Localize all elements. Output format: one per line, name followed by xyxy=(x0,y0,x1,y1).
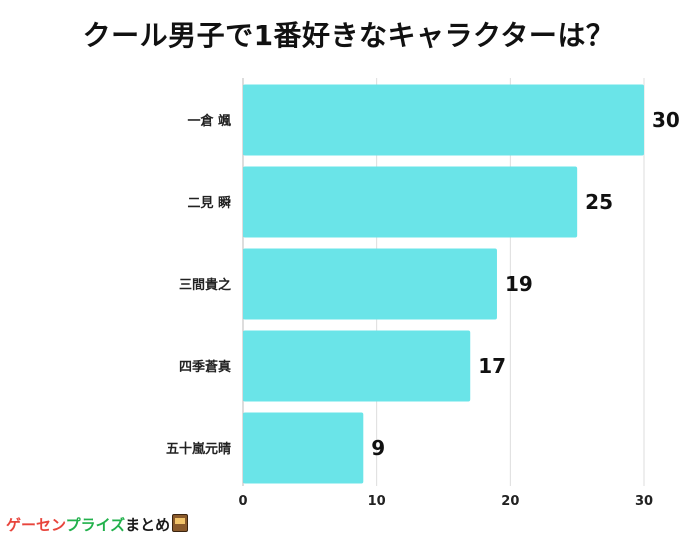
logo-text-part3: まとめ xyxy=(125,516,171,534)
x-tick-label: 0 xyxy=(238,494,247,509)
category-label: 四季蒼真 xyxy=(179,359,231,375)
x-tick-label: 20 xyxy=(501,494,519,509)
chart-title: クール男子で1番好きなキャラクターは？ xyxy=(82,19,615,52)
bar xyxy=(243,330,471,402)
site-logo: ゲーセンプライズまとめ xyxy=(6,514,189,535)
logo-text-part1: ゲーセン xyxy=(6,516,66,534)
bar xyxy=(243,412,364,484)
value-label: 9 xyxy=(371,436,385,460)
arcade-machine-icon xyxy=(172,514,189,532)
logo-text-part2: プライズ xyxy=(65,516,126,534)
category-label: 五十嵐元晴 xyxy=(166,441,231,457)
category-label: 三間貴之 xyxy=(179,277,231,293)
value-label: 30 xyxy=(652,108,680,132)
bar xyxy=(243,84,644,156)
bar xyxy=(243,166,578,238)
category-label: 一倉 颯 xyxy=(187,113,231,129)
x-tick-label: 10 xyxy=(368,494,386,509)
x-tick-label: 30 xyxy=(635,494,653,509)
value-label: 25 xyxy=(585,190,613,214)
value-label: 17 xyxy=(478,354,506,378)
value-label: 19 xyxy=(505,272,533,296)
category-label: 二見 瞬 xyxy=(187,195,231,211)
bar xyxy=(243,248,497,320)
